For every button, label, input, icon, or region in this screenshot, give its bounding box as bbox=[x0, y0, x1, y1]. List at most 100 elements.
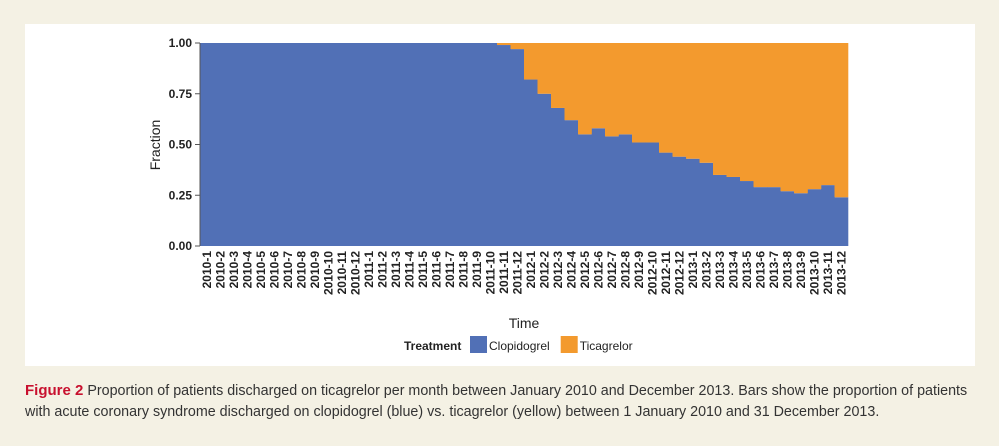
bar bbox=[564, 43, 579, 121]
bar bbox=[213, 43, 228, 246]
bar bbox=[497, 45, 511, 246]
bar bbox=[834, 197, 849, 246]
x-tick-label: 2013-12 bbox=[834, 251, 848, 295]
bar bbox=[348, 43, 363, 246]
bar bbox=[632, 142, 646, 246]
bar bbox=[416, 43, 430, 246]
x-tick-label: 2012-5 bbox=[578, 251, 592, 289]
bar bbox=[672, 43, 687, 157]
x-tick-label: 2010-3 bbox=[227, 251, 241, 289]
bar bbox=[780, 191, 795, 246]
x-tick-label: 2011-7 bbox=[443, 251, 457, 288]
x-tick-label: 2011-12 bbox=[510, 251, 524, 295]
x-tick-label: 2011-5 bbox=[416, 251, 430, 288]
bar bbox=[524, 43, 538, 80]
y-tick-label: 1.00 bbox=[169, 36, 193, 50]
bar bbox=[821, 185, 835, 246]
bar bbox=[281, 43, 295, 246]
x-axis-title: Time bbox=[509, 315, 540, 331]
bar bbox=[645, 142, 660, 246]
bar bbox=[672, 156, 687, 246]
y-tick-label: 0.75 bbox=[169, 87, 193, 101]
x-tick-label: 2011-3 bbox=[389, 251, 403, 288]
x-tick-label: 2010-11 bbox=[335, 251, 349, 295]
x-tick-label: 2012-8 bbox=[618, 251, 632, 289]
x-tick-label: 2011-2 bbox=[375, 251, 389, 288]
bar bbox=[362, 43, 376, 246]
bar bbox=[551, 43, 565, 108]
bar bbox=[605, 136, 619, 246]
x-tick-label: 2013-3 bbox=[713, 251, 727, 289]
x-tick-label: 2013-10 bbox=[807, 251, 821, 295]
x-tick-label: 2013-6 bbox=[753, 251, 767, 289]
bar bbox=[375, 43, 390, 246]
bar bbox=[537, 43, 552, 94]
bar bbox=[753, 43, 768, 188]
bar bbox=[227, 43, 241, 246]
caption-label: Figure 2 bbox=[25, 382, 84, 399]
x-tick-label: 2013-1 bbox=[686, 251, 700, 289]
y-tick-label: 0.00 bbox=[169, 239, 193, 253]
x-tick-label: 2011-10 bbox=[483, 251, 497, 295]
x-tick-label: 2011-8 bbox=[456, 251, 470, 288]
bar bbox=[767, 187, 781, 246]
x-tick-label: 2010-5 bbox=[254, 251, 268, 289]
y-axis-title: Fraction bbox=[147, 120, 163, 171]
bar bbox=[821, 43, 835, 186]
bar bbox=[389, 43, 403, 246]
x-tick-label: 2012-6 bbox=[591, 251, 605, 289]
bar bbox=[335, 43, 349, 246]
caption: Figure 2 Proportion of patients discharge… bbox=[25, 380, 980, 423]
bar bbox=[659, 43, 673, 153]
bar bbox=[740, 181, 754, 246]
x-tick-label: 2010-8 bbox=[294, 251, 308, 289]
legend-label: Clopidogrel bbox=[489, 339, 550, 353]
bar bbox=[605, 43, 619, 137]
bar bbox=[807, 189, 822, 246]
bar bbox=[659, 152, 673, 246]
caption-text: Proportion of patients discharged on tic… bbox=[25, 383, 968, 420]
bar bbox=[564, 120, 579, 246]
x-tick-label: 2011-6 bbox=[429, 251, 443, 288]
bar bbox=[686, 158, 700, 246]
bar bbox=[618, 43, 633, 135]
x-tick-label: 2013-2 bbox=[699, 251, 713, 289]
bar bbox=[308, 43, 322, 246]
bar bbox=[510, 43, 525, 50]
bar bbox=[591, 43, 606, 129]
bar bbox=[753, 187, 768, 246]
y-tick-label: 0.50 bbox=[169, 138, 193, 152]
x-tick-label: 2012-9 bbox=[632, 251, 646, 289]
x-tick-label: 2012-3 bbox=[551, 251, 565, 289]
x-tick-label: 2011-4 bbox=[402, 251, 416, 288]
x-tick-label: 2010-7 bbox=[281, 251, 295, 289]
x-tick-label: 2013-5 bbox=[740, 251, 754, 289]
bar bbox=[429, 43, 444, 246]
x-tick-label: 2011-9 bbox=[470, 251, 484, 288]
bar bbox=[699, 43, 714, 163]
legend-title: Treatment bbox=[404, 339, 461, 353]
bar bbox=[726, 176, 741, 246]
bar bbox=[497, 43, 511, 46]
legend-swatch bbox=[560, 336, 578, 353]
legend-swatch bbox=[470, 336, 487, 353]
x-tick-label: 2010-12 bbox=[348, 251, 362, 295]
chart: Fraction Time 0.00 0.25 0.50 0.75 1.00 2010-1… bbox=[147, 36, 849, 353]
legend-label: Ticagrelor bbox=[580, 339, 633, 353]
bar bbox=[551, 107, 565, 247]
bar bbox=[780, 43, 795, 192]
y-tick-label: 0.25 bbox=[169, 188, 193, 202]
x-tick-label: 2010-2 bbox=[213, 251, 227, 289]
x-tick-label: 2010-4 bbox=[240, 251, 254, 289]
bar bbox=[618, 134, 633, 246]
x-tick-label: 2012-12 bbox=[672, 251, 686, 295]
bar bbox=[591, 128, 606, 246]
bar bbox=[713, 43, 727, 175]
bar bbox=[510, 49, 525, 247]
bar bbox=[524, 79, 538, 246]
bar bbox=[686, 43, 700, 159]
bar bbox=[443, 43, 457, 246]
x-tick-label: 2011-1 bbox=[362, 251, 376, 288]
x-tick-label: 2010-10 bbox=[321, 251, 335, 295]
bar bbox=[767, 43, 781, 188]
